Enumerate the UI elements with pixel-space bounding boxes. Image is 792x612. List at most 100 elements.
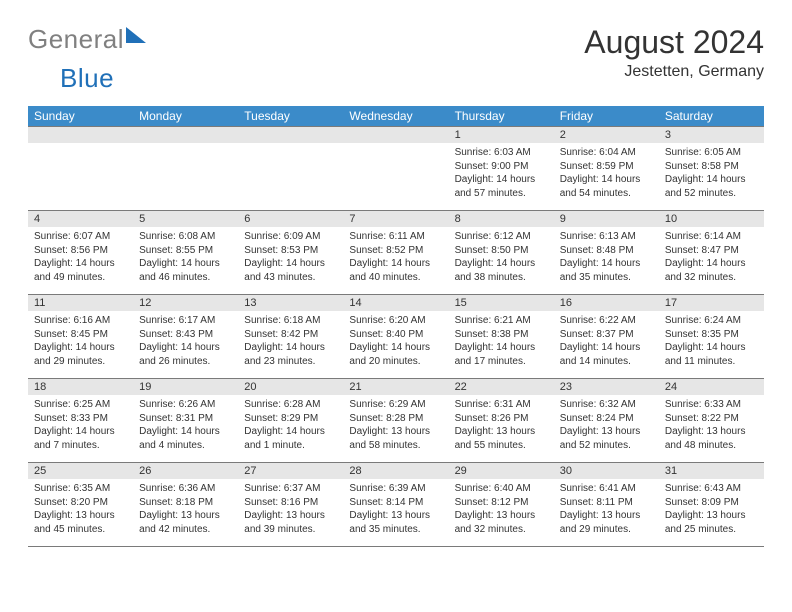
day-number: 25 xyxy=(28,463,133,479)
daylight-line: Daylight: 14 hours and 57 minutes. xyxy=(455,173,548,200)
logo-text-blue: Blue xyxy=(60,63,114,93)
sunset-line: Sunset: 8:31 PM xyxy=(139,412,232,426)
weekday-header-row: Sunday Monday Tuesday Wednesday Thursday… xyxy=(28,106,764,127)
daylight-line: Daylight: 14 hours and 20 minutes. xyxy=(349,341,442,368)
sunrise-line: Sunrise: 6:03 AM xyxy=(455,146,548,160)
day-number xyxy=(28,127,133,143)
sunset-line: Sunset: 8:22 PM xyxy=(665,412,758,426)
daylight-line: Daylight: 14 hours and 52 minutes. xyxy=(665,173,758,200)
weekday-header: Monday xyxy=(133,106,238,127)
day-number: 16 xyxy=(554,295,659,311)
sunset-line: Sunset: 8:33 PM xyxy=(34,412,127,426)
sunset-line: Sunset: 8:58 PM xyxy=(665,160,758,174)
calendar-week-row: 1Sunrise: 6:03 AMSunset: 9:00 PMDaylight… xyxy=(28,127,764,211)
sunset-line: Sunset: 8:20 PM xyxy=(34,496,127,510)
sunrise-line: Sunrise: 6:20 AM xyxy=(349,314,442,328)
calendar-day-cell: 16Sunrise: 6:22 AMSunset: 8:37 PMDayligh… xyxy=(554,295,659,379)
day-details: Sunrise: 6:07 AMSunset: 8:56 PMDaylight:… xyxy=(28,227,133,287)
sunset-line: Sunset: 8:56 PM xyxy=(34,244,127,258)
sunrise-line: Sunrise: 6:21 AM xyxy=(455,314,548,328)
calendar-day-cell: 18Sunrise: 6:25 AMSunset: 8:33 PMDayligh… xyxy=(28,379,133,463)
sunrise-line: Sunrise: 6:12 AM xyxy=(455,230,548,244)
weekday-header: Sunday xyxy=(28,106,133,127)
weekday-header: Saturday xyxy=(659,106,764,127)
day-number: 23 xyxy=(554,379,659,395)
daylight-line: Daylight: 14 hours and 7 minutes. xyxy=(34,425,127,452)
day-number xyxy=(238,127,343,143)
calendar-week-row: 18Sunrise: 6:25 AMSunset: 8:33 PMDayligh… xyxy=(28,379,764,463)
calendar-day-cell: 5Sunrise: 6:08 AMSunset: 8:55 PMDaylight… xyxy=(133,211,238,295)
sunrise-line: Sunrise: 6:16 AM xyxy=(34,314,127,328)
calendar-day-cell: 7Sunrise: 6:11 AMSunset: 8:52 PMDaylight… xyxy=(343,211,448,295)
daylight-line: Daylight: 14 hours and 23 minutes. xyxy=(244,341,337,368)
day-number: 9 xyxy=(554,211,659,227)
day-number: 10 xyxy=(659,211,764,227)
calendar-page: General August 2024 Jestetten, Germany B… xyxy=(0,0,792,571)
month-year-title: August 2024 xyxy=(584,24,764,61)
day-number: 24 xyxy=(659,379,764,395)
day-number: 18 xyxy=(28,379,133,395)
day-details: Sunrise: 6:28 AMSunset: 8:29 PMDaylight:… xyxy=(238,395,343,455)
day-number: 11 xyxy=(28,295,133,311)
calendar-day-cell xyxy=(343,127,448,211)
day-number: 6 xyxy=(238,211,343,227)
calendar-table: Sunday Monday Tuesday Wednesday Thursday… xyxy=(28,106,764,547)
sunrise-line: Sunrise: 6:05 AM xyxy=(665,146,758,160)
sunrise-line: Sunrise: 6:37 AM xyxy=(244,482,337,496)
calendar-day-cell: 29Sunrise: 6:40 AMSunset: 8:12 PMDayligh… xyxy=(449,463,554,547)
calendar-day-cell: 24Sunrise: 6:33 AMSunset: 8:22 PMDayligh… xyxy=(659,379,764,463)
calendar-day-cell: 3Sunrise: 6:05 AMSunset: 8:58 PMDaylight… xyxy=(659,127,764,211)
daylight-line: Daylight: 14 hours and 32 minutes. xyxy=(665,257,758,284)
sunrise-line: Sunrise: 6:36 AM xyxy=(139,482,232,496)
daylight-line: Daylight: 13 hours and 29 minutes. xyxy=(560,509,653,536)
calendar-day-cell: 6Sunrise: 6:09 AMSunset: 8:53 PMDaylight… xyxy=(238,211,343,295)
sunrise-line: Sunrise: 6:11 AM xyxy=(349,230,442,244)
weekday-header: Friday xyxy=(554,106,659,127)
sunset-line: Sunset: 9:00 PM xyxy=(455,160,548,174)
daylight-line: Daylight: 14 hours and 49 minutes. xyxy=(34,257,127,284)
day-number: 2 xyxy=(554,127,659,143)
day-number: 12 xyxy=(133,295,238,311)
day-details xyxy=(133,143,238,203)
calendar-day-cell: 28Sunrise: 6:39 AMSunset: 8:14 PMDayligh… xyxy=(343,463,448,547)
day-details: Sunrise: 6:32 AMSunset: 8:24 PMDaylight:… xyxy=(554,395,659,455)
day-details: Sunrise: 6:36 AMSunset: 8:18 PMDaylight:… xyxy=(133,479,238,539)
sunrise-line: Sunrise: 6:18 AM xyxy=(244,314,337,328)
daylight-line: Daylight: 14 hours and 4 minutes. xyxy=(139,425,232,452)
sunrise-line: Sunrise: 6:07 AM xyxy=(34,230,127,244)
sunrise-line: Sunrise: 6:31 AM xyxy=(455,398,548,412)
daylight-line: Daylight: 14 hours and 46 minutes. xyxy=(139,257,232,284)
sunset-line: Sunset: 8:16 PM xyxy=(244,496,337,510)
day-details xyxy=(28,143,133,203)
sunset-line: Sunset: 8:48 PM xyxy=(560,244,653,258)
day-number xyxy=(133,127,238,143)
sunset-line: Sunset: 8:42 PM xyxy=(244,328,337,342)
day-number: 4 xyxy=(28,211,133,227)
sunset-line: Sunset: 8:40 PM xyxy=(349,328,442,342)
day-number xyxy=(343,127,448,143)
calendar-day-cell: 12Sunrise: 6:17 AMSunset: 8:43 PMDayligh… xyxy=(133,295,238,379)
calendar-day-cell: 22Sunrise: 6:31 AMSunset: 8:26 PMDayligh… xyxy=(449,379,554,463)
day-number: 19 xyxy=(133,379,238,395)
sunset-line: Sunset: 8:50 PM xyxy=(455,244,548,258)
logo: General xyxy=(28,24,146,55)
sunrise-line: Sunrise: 6:35 AM xyxy=(34,482,127,496)
sunrise-line: Sunrise: 6:32 AM xyxy=(560,398,653,412)
day-number: 1 xyxy=(449,127,554,143)
sunrise-line: Sunrise: 6:17 AM xyxy=(139,314,232,328)
daylight-line: Daylight: 14 hours and 40 minutes. xyxy=(349,257,442,284)
calendar-day-cell: 1 Sunrise: 6:03 AMSunset: 9:00 PMDaylight… xyxy=(449,127,554,211)
day-details: Sunrise: 6:26 AMSunset: 8:31 PMDaylight:… xyxy=(133,395,238,455)
sunset-line: Sunset: 8:38 PM xyxy=(455,328,548,342)
day-details: Sunrise: 6:41 AMSunset: 8:11 PMDaylight:… xyxy=(554,479,659,539)
sunrise-line: Sunrise: 6:39 AM xyxy=(349,482,442,496)
daylight-line: Daylight: 14 hours and 38 minutes. xyxy=(455,257,548,284)
calendar-day-cell: 13Sunrise: 6:18 AMSunset: 8:42 PMDayligh… xyxy=(238,295,343,379)
calendar-day-cell: 4Sunrise: 6:07 AMSunset: 8:56 PMDaylight… xyxy=(28,211,133,295)
daylight-line: Daylight: 13 hours and 48 minutes. xyxy=(665,425,758,452)
day-details: Sunrise: 6:40 AMSunset: 8:12 PMDaylight:… xyxy=(449,479,554,539)
weekday-header: Tuesday xyxy=(238,106,343,127)
sunset-line: Sunset: 8:28 PM xyxy=(349,412,442,426)
daylight-line: Daylight: 13 hours and 32 minutes. xyxy=(455,509,548,536)
day-number: 14 xyxy=(343,295,448,311)
